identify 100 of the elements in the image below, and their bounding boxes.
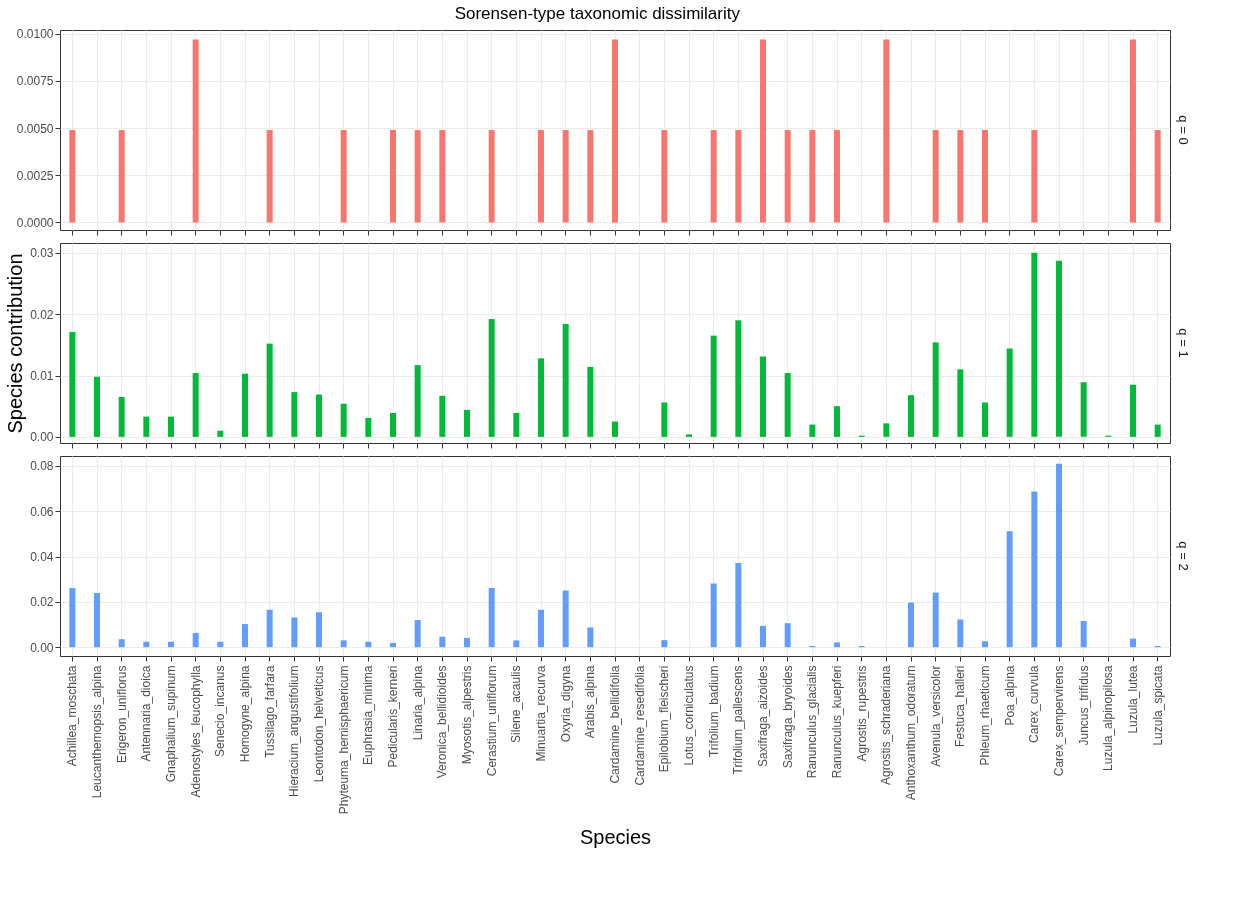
bar (316, 394, 322, 437)
x-tick-label: Achillea_moschata (65, 665, 80, 767)
bar (488, 588, 495, 648)
bar (1080, 620, 1087, 648)
bar (217, 430, 224, 437)
bar (710, 583, 717, 648)
bar (982, 641, 988, 648)
x-tick-label: Agrostis_rupestris (854, 665, 869, 762)
bar (760, 625, 766, 648)
x-tick-label: Phleum_rhaeticum (978, 665, 992, 766)
x-tick-label: Veronica_bellidioides (435, 665, 450, 779)
bar (168, 641, 174, 648)
bar (316, 612, 322, 648)
bar (94, 593, 100, 648)
bar (957, 369, 964, 437)
bar (809, 424, 816, 437)
y-tick-label: 0.02 (30, 595, 54, 610)
x-tick-label: Ranunculus_kuepferi (830, 665, 844, 779)
bar (266, 609, 273, 648)
y-tick-label: 0.06 (30, 504, 54, 519)
bar (464, 409, 470, 437)
text: q = 0 (1176, 115, 1191, 145)
bar (242, 624, 248, 648)
x-tick-label: Festuca_halleri (953, 665, 968, 747)
bar (1006, 348, 1013, 437)
bar (513, 640, 520, 648)
bar (710, 335, 717, 437)
bar (612, 421, 618, 437)
x-tick-label: Luzula_alpinopilosa (1101, 665, 1116, 771)
x-tick-label: Anthoxanthum_odoratum (904, 665, 918, 801)
bar (365, 641, 372, 648)
bar (1130, 638, 1136, 648)
bar (1031, 252, 1038, 437)
bar (760, 356, 766, 437)
x-tick-label: Agrostis_schraderiana (879, 665, 894, 785)
bar (390, 412, 396, 437)
x-tick-label: Silene_acaulis (509, 665, 524, 743)
x-tick-label: Leucanthemopsis_alpina (90, 665, 104, 799)
bar (414, 619, 421, 648)
x-tick-label: Linaria_alpina (410, 665, 425, 741)
x-tick-label: Epilobium_fleischeri (657, 665, 672, 773)
bar (932, 342, 939, 437)
bar (143, 641, 150, 648)
y-tick-label: 0.03 (30, 246, 54, 261)
text: q = 1 (1176, 328, 1191, 358)
x-tick-label: Cardamine_bellidifolia (608, 665, 622, 784)
bar (340, 640, 347, 648)
bar (587, 366, 594, 437)
x-tick-label: Oxyria_digyna (558, 665, 573, 743)
y-tick-label: 0.02 (30, 307, 54, 322)
bar (834, 406, 840, 437)
x-tick-label: Minuartia_recurva (534, 665, 548, 762)
bar (883, 423, 890, 437)
x-tick-label: Antennaria_dioica (139, 665, 154, 762)
bar (291, 392, 298, 437)
bar (562, 323, 569, 437)
bar (735, 562, 742, 648)
x-tick-label: Adenostyles_leucophylla (188, 665, 203, 798)
bar (587, 627, 594, 648)
y-tick-label: 0.04 (30, 550, 54, 565)
bar (982, 402, 988, 437)
bar (390, 642, 396, 648)
bar (439, 395, 446, 437)
x-tick-label: Juncus_trifidus (1076, 665, 1091, 746)
bar (1056, 463, 1062, 648)
y-tick-label: 0.0025 (16, 168, 54, 183)
x-tick-label: Erigeron_uniflorus (114, 665, 129, 763)
bar (414, 365, 421, 437)
x-tick-label: Poa_alpina (1002, 665, 1017, 726)
bar (192, 373, 199, 437)
bar (834, 642, 840, 648)
bar (1031, 491, 1038, 648)
bar (439, 636, 446, 648)
y-tick-label: 0.00 (30, 640, 54, 655)
bar (1130, 384, 1136, 437)
bar (538, 358, 544, 437)
x-tick-label: Arabis_alpina (583, 665, 598, 739)
bar (1056, 260, 1062, 437)
bar (242, 373, 248, 437)
bar (1080, 382, 1087, 437)
x-tick-label: Saxifraga_aizoides (756, 665, 770, 767)
x-axis-title: Species (579, 826, 652, 849)
bar (1154, 424, 1161, 437)
x-tick-label: Tussilago_farfara (262, 665, 277, 758)
bar (94, 376, 100, 437)
x-tick-label: Gnaphalium_supinum (164, 665, 178, 783)
bar (488, 319, 495, 437)
bar (365, 417, 372, 437)
x-tick-label: Luzula_lutea (1126, 665, 1140, 734)
x-tick-label: Lotus_corniculatus (682, 665, 696, 766)
x-tick-label: Avenula_versicolor (928, 665, 943, 767)
bar (686, 434, 692, 437)
x-tick-label: Senecio_incanus (213, 665, 228, 757)
x-tick-label: Hieracium_angustifolium (287, 665, 302, 797)
bar (538, 609, 544, 648)
x-tick-label: Ranunculus_glacialis (805, 665, 820, 779)
bar (1006, 531, 1013, 648)
x-tick-label: Euphrasia_minima (361, 665, 376, 765)
bar (784, 623, 791, 648)
x-tick-label: Myosotis_alpestris (460, 665, 474, 765)
